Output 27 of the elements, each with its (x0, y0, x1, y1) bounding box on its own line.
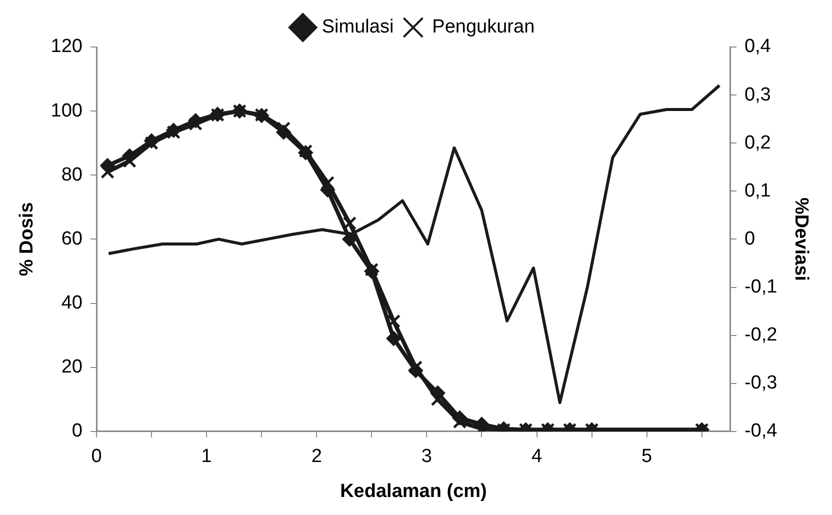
x-tick-label: 2 (311, 446, 322, 468)
y2-tick-label: 0,1 (744, 180, 771, 202)
x-tick-label: 1 (201, 446, 212, 468)
y-tick-label: 100 (50, 100, 82, 122)
y2-tick-label: -0,4 (744, 420, 778, 442)
x-axis-title: Kedalaman (cm) (340, 480, 487, 502)
x-tick-label: 3 (421, 446, 432, 468)
y-tick-label: 40 (61, 292, 82, 314)
x-tick-label: 4 (531, 446, 542, 468)
y2-tick-label: 0,2 (744, 132, 771, 154)
y2-tick-label: 0 (744, 228, 756, 250)
x-tick-label: 5 (642, 446, 652, 468)
y-tick-label: 20 (61, 356, 82, 378)
legend-label: Pengukuran (432, 16, 535, 38)
x-tick-label: 0 (91, 446, 102, 468)
y2-tick-label: 0,3 (744, 84, 771, 106)
y-tick-label: 80 (61, 164, 82, 186)
y-axis-title: % Dosis (16, 202, 38, 276)
y-tick-label: 120 (50, 36, 82, 58)
y-tick-label: 60 (61, 228, 82, 250)
y2-tick-label: 0,4 (744, 36, 772, 58)
y2-axis-title: %Deviasi (790, 197, 812, 281)
y2-tick-label: -0,3 (744, 372, 778, 394)
y2-tick-label: -0,1 (744, 276, 778, 298)
legend-label: Simulasi (322, 16, 394, 38)
y2-tick-label: -0,2 (744, 324, 778, 346)
y-tick-label: 0 (72, 420, 82, 442)
